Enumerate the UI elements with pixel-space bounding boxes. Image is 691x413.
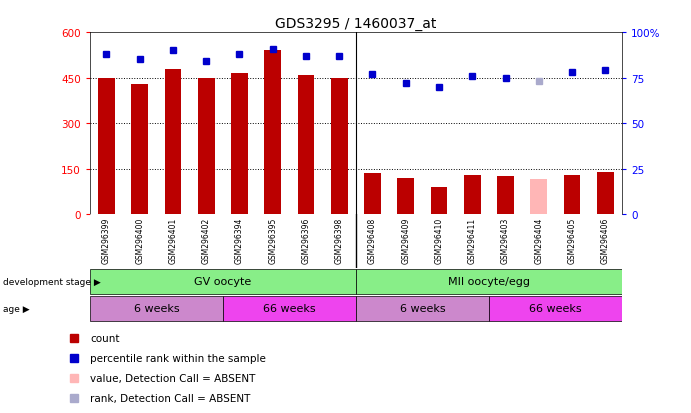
Text: 6 weeks: 6 weeks: [133, 303, 179, 313]
Text: development stage ▶: development stage ▶: [3, 278, 101, 286]
Bar: [397, 178, 414, 215]
Bar: [265, 51, 281, 215]
Text: GV oocyte: GV oocyte: [194, 276, 252, 286]
Bar: [198, 78, 214, 215]
Text: 6 weeks: 6 weeks: [399, 303, 445, 313]
Text: GSM296409: GSM296409: [401, 217, 410, 264]
Bar: [564, 176, 580, 215]
Bar: [164, 69, 181, 215]
Bar: [430, 188, 447, 215]
Bar: [98, 78, 115, 215]
Text: 66 weeks: 66 weeks: [263, 303, 316, 313]
Text: value, Detection Call = ABSENT: value, Detection Call = ABSENT: [91, 373, 256, 383]
Bar: [131, 85, 148, 215]
Text: GSM296408: GSM296408: [368, 217, 377, 263]
Text: GSM296403: GSM296403: [501, 217, 510, 264]
Text: GSM296398: GSM296398: [334, 217, 343, 263]
Bar: [90, 297, 223, 321]
Bar: [231, 74, 248, 215]
Text: rank, Detection Call = ABSENT: rank, Detection Call = ABSENT: [91, 394, 251, 404]
Bar: [356, 270, 622, 294]
Text: GSM296394: GSM296394: [235, 217, 244, 264]
Bar: [298, 76, 314, 215]
Text: GSM296402: GSM296402: [202, 217, 211, 263]
Text: GSM296401: GSM296401: [169, 217, 178, 263]
Text: GSM296411: GSM296411: [468, 217, 477, 263]
Title: GDS3295 / 1460037_at: GDS3295 / 1460037_at: [275, 17, 437, 31]
Text: 66 weeks: 66 weeks: [529, 303, 582, 313]
Text: age ▶: age ▶: [3, 304, 30, 313]
Bar: [331, 78, 348, 215]
Bar: [356, 297, 489, 321]
Text: GSM296396: GSM296396: [301, 217, 310, 264]
Text: GSM296410: GSM296410: [435, 217, 444, 263]
Text: count: count: [91, 334, 120, 344]
Bar: [90, 270, 356, 294]
Text: GSM296399: GSM296399: [102, 217, 111, 264]
Text: GSM296400: GSM296400: [135, 217, 144, 264]
Bar: [531, 180, 547, 215]
Text: GSM296404: GSM296404: [534, 217, 543, 264]
Text: MII oocyte/egg: MII oocyte/egg: [448, 276, 530, 286]
Text: percentile rank within the sample: percentile rank within the sample: [91, 354, 266, 363]
Bar: [597, 172, 614, 215]
Text: GSM296395: GSM296395: [268, 217, 277, 264]
Text: GSM296405: GSM296405: [567, 217, 576, 264]
Bar: [489, 297, 622, 321]
Bar: [223, 297, 356, 321]
Bar: [364, 174, 381, 215]
Bar: [464, 176, 480, 215]
Text: GSM296406: GSM296406: [600, 217, 609, 264]
Bar: [498, 177, 514, 215]
